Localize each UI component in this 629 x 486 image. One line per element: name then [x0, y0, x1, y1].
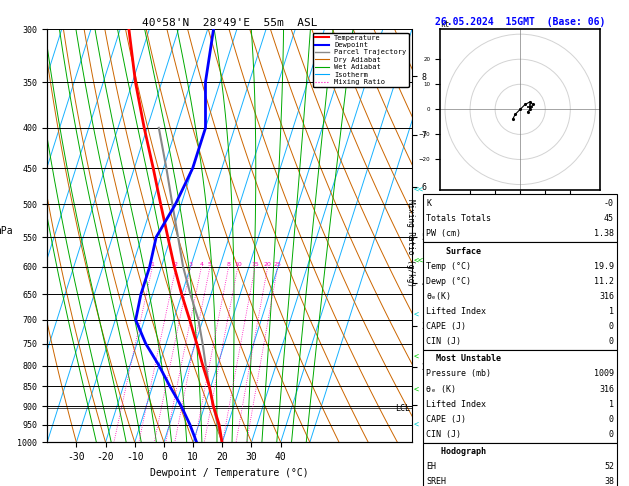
Text: 11.2: 11.2: [594, 277, 614, 286]
Text: CAPE (J): CAPE (J): [426, 415, 467, 424]
Text: CIN (J): CIN (J): [426, 337, 462, 346]
Text: 25: 25: [274, 262, 282, 267]
Y-axis label: km
ASL: km ASL: [440, 236, 455, 255]
X-axis label: Dewpoint / Temperature (°C): Dewpoint / Temperature (°C): [150, 468, 309, 478]
Text: Dewp (°C): Dewp (°C): [426, 277, 472, 286]
Text: Totals Totals: Totals Totals: [426, 214, 491, 223]
Text: 8: 8: [226, 262, 231, 267]
Text: PW (cm): PW (cm): [426, 229, 462, 238]
Text: Surface: Surface: [426, 246, 481, 256]
Text: © weatheronline.co.uk: © weatheronline.co.uk: [472, 465, 569, 474]
Text: Pressure (mb): Pressure (mb): [426, 369, 491, 379]
Text: EH: EH: [426, 462, 437, 471]
Text: 1009: 1009: [594, 369, 614, 379]
Text: 316: 316: [599, 292, 614, 301]
Text: 0: 0: [609, 337, 614, 346]
Text: <: <: [414, 311, 419, 319]
Text: 1: 1: [150, 262, 154, 267]
Legend: Temperature, Dewpoint, Parcel Trajectory, Dry Adiabat, Wet Adiabat, Isotherm, Mi: Temperature, Dewpoint, Parcel Trajectory…: [313, 33, 408, 87]
Title: 40°58'N  28°49'E  55m  ASL: 40°58'N 28°49'E 55m ASL: [142, 18, 318, 28]
Text: 0: 0: [609, 322, 614, 331]
Text: 38: 38: [604, 477, 614, 486]
Text: 3: 3: [189, 262, 192, 267]
Text: 0: 0: [609, 430, 614, 439]
Text: <<: <<: [414, 186, 424, 195]
Text: Mixing Ratio (g/kg): Mixing Ratio (g/kg): [406, 199, 415, 287]
Text: <: <: [414, 386, 419, 395]
Y-axis label: hPa: hPa: [0, 226, 13, 236]
Text: 52: 52: [604, 462, 614, 471]
Text: θₑ(K): θₑ(K): [426, 292, 452, 301]
Text: LCL: LCL: [396, 403, 411, 413]
Text: 15: 15: [251, 262, 259, 267]
Text: CIN (J): CIN (J): [426, 430, 462, 439]
Text: 2: 2: [174, 262, 178, 267]
Text: 1.38: 1.38: [594, 229, 614, 238]
Text: CAPE (J): CAPE (J): [426, 322, 467, 331]
Text: 45: 45: [604, 214, 614, 223]
Text: 1: 1: [609, 399, 614, 409]
Text: 316: 316: [599, 384, 614, 394]
Text: 5: 5: [208, 262, 212, 267]
Text: K: K: [426, 199, 431, 208]
Text: θₑ (K): θₑ (K): [426, 384, 457, 394]
Text: kt: kt: [440, 20, 449, 29]
Text: 4: 4: [199, 262, 203, 267]
Text: SREH: SREH: [426, 477, 447, 486]
Text: <: <: [414, 352, 419, 362]
Text: Lifted Index: Lifted Index: [426, 399, 486, 409]
Text: 26.05.2024  15GMT  (Base: 06): 26.05.2024 15GMT (Base: 06): [435, 17, 605, 27]
Text: 19.9: 19.9: [594, 261, 614, 271]
Text: <<: <<: [414, 257, 424, 266]
Text: Most Unstable: Most Unstable: [426, 354, 501, 364]
Text: -0: -0: [604, 199, 614, 208]
Text: 20: 20: [264, 262, 272, 267]
Text: <: <: [414, 420, 419, 429]
Text: 1: 1: [609, 307, 614, 316]
Text: Temp (°C): Temp (°C): [426, 261, 472, 271]
Text: Hodograph: Hodograph: [426, 447, 486, 456]
Text: 0: 0: [609, 415, 614, 424]
Text: 10: 10: [234, 262, 242, 267]
Text: Lifted Index: Lifted Index: [426, 307, 486, 316]
